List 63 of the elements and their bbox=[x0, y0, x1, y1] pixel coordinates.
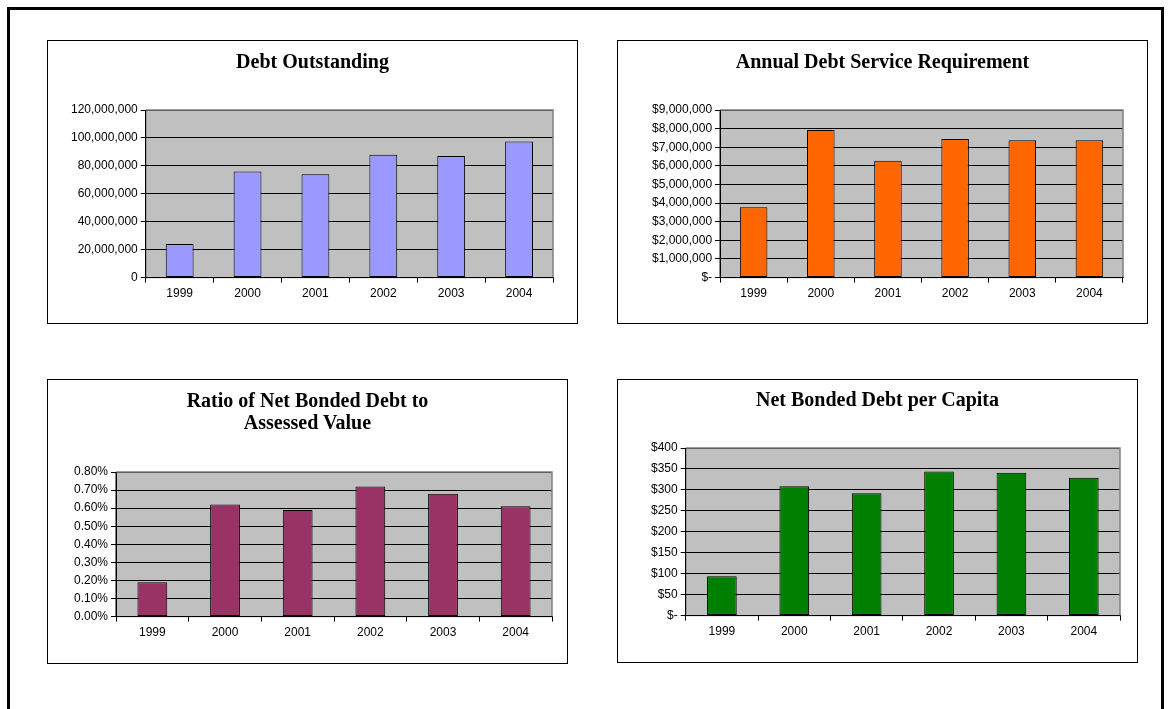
y-tick-label: $5,000,000 bbox=[652, 176, 713, 191]
y-tick-label: $3,000,000 bbox=[652, 214, 713, 229]
x-tick-label: 2001 bbox=[853, 624, 881, 639]
x-tick-label: 2003 bbox=[437, 286, 465, 301]
y-tick-label: 0.30% bbox=[73, 554, 109, 569]
chart-title: Net Bonded Debt per Capita bbox=[755, 388, 1000, 410]
y-tick-label: $7,000,000 bbox=[652, 139, 713, 154]
x-tick-label: 2003 bbox=[1008, 286, 1036, 301]
y-tick-label: $100 bbox=[650, 566, 679, 581]
y-tick-label: $- bbox=[667, 607, 678, 622]
x-tick-label: 2000 bbox=[234, 286, 262, 301]
x-tick-label: 1999 bbox=[740, 286, 768, 301]
x-tick-label: 1999 bbox=[166, 286, 194, 301]
y-tick-label: $300 bbox=[650, 482, 679, 497]
x-tick-label: 2004 bbox=[1070, 624, 1098, 639]
x-tick-label: 2000 bbox=[807, 286, 835, 301]
y-tick-label: 0.50% bbox=[73, 518, 109, 533]
chart-title: Annual Debt Service Requirement bbox=[734, 50, 1031, 72]
y-tick-label: $8,000,000 bbox=[652, 120, 713, 135]
y-tick-label: 0.60% bbox=[73, 500, 109, 515]
y-tick-label: 80,000,000 bbox=[77, 158, 139, 173]
x-tick-label: 2004 bbox=[505, 286, 533, 301]
y-tick-label: $150 bbox=[650, 545, 679, 560]
x-tick-label: 2001 bbox=[302, 286, 330, 301]
x-tick-label: 2001 bbox=[284, 625, 312, 640]
y-tick-label: 0.40% bbox=[73, 536, 109, 551]
chart-title: Debt Outstanding bbox=[235, 50, 390, 72]
y-tick-label: 20,000,000 bbox=[77, 241, 139, 256]
x-tick-label: 2000 bbox=[211, 625, 239, 640]
x-tick-label: 2004 bbox=[1076, 286, 1104, 301]
y-tick-label: 40,000,000 bbox=[77, 214, 139, 229]
y-tick-label: $400 bbox=[650, 440, 679, 455]
chart-title: Ratio of Net Bonded Debt to Assessed Value bbox=[185, 389, 430, 433]
x-tick-label: 1999 bbox=[139, 625, 167, 640]
x-tick-label: 2002 bbox=[941, 286, 969, 301]
y-tick-label: $200 bbox=[650, 524, 679, 539]
y-tick-label: 60,000,000 bbox=[77, 186, 139, 201]
x-tick-label: 1999 bbox=[708, 624, 736, 639]
x-tick-label: 2003 bbox=[429, 625, 457, 640]
y-tick-label: 0.00% bbox=[73, 608, 109, 623]
x-tick-label: 2002 bbox=[356, 625, 385, 640]
y-tick-label: $9,000,000 bbox=[652, 102, 713, 117]
y-tick-label: 0.20% bbox=[73, 572, 109, 587]
y-tick-label: $250 bbox=[650, 503, 679, 518]
x-tick-label: 2001 bbox=[874, 286, 902, 301]
x-tick-label: 2002 bbox=[369, 286, 397, 301]
x-tick-label: 2000 bbox=[780, 624, 808, 639]
y-tick-label: 0 bbox=[131, 269, 139, 284]
y-tick-label: 0.70% bbox=[73, 482, 109, 497]
x-tick-label: 2003 bbox=[998, 624, 1026, 639]
y-tick-label: $6,000,000 bbox=[652, 158, 713, 173]
y-tick-label: $350 bbox=[650, 461, 679, 476]
y-tick-label: $- bbox=[701, 269, 713, 284]
y-tick-label: 100,000,000 bbox=[71, 130, 139, 145]
y-tick-label: $1,000,000 bbox=[652, 251, 713, 266]
x-tick-label: 2004 bbox=[502, 625, 530, 640]
x-tick-label: 2002 bbox=[925, 624, 953, 639]
y-tick-label: 0.10% bbox=[73, 590, 109, 605]
y-tick-label: $2,000,000 bbox=[652, 232, 713, 247]
y-tick-label: $50 bbox=[657, 586, 679, 601]
y-tick-label: 0.80% bbox=[73, 464, 109, 479]
y-tick-label: $4,000,000 bbox=[652, 195, 713, 210]
y-tick-label: 120,000,000 bbox=[71, 102, 139, 117]
